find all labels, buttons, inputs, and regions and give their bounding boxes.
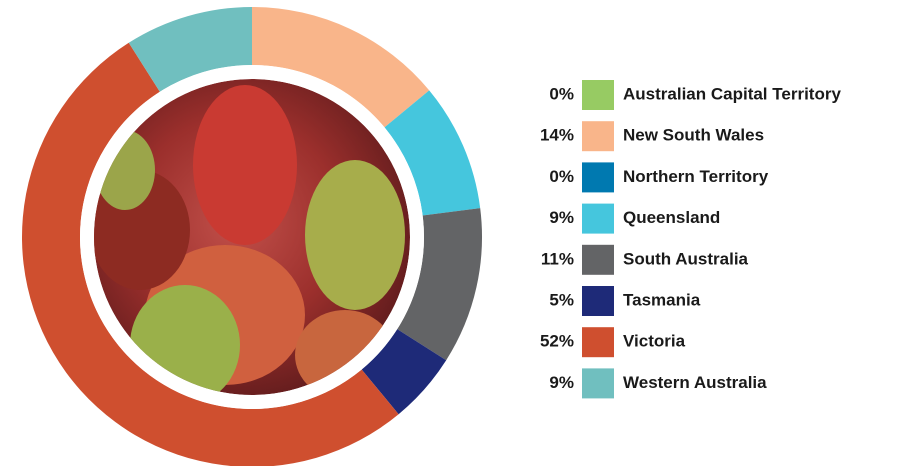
legend-value: 0% [549, 167, 574, 186]
donut-slice [361, 329, 447, 415]
legend-swatch [582, 368, 614, 399]
legend-label: Tasmania [623, 290, 701, 309]
donut-slice [384, 90, 481, 216]
legend-label: Northern Territory [623, 167, 769, 186]
legend-label: South Australia [623, 249, 749, 268]
legend-value: 5% [549, 290, 574, 309]
legend-value: 14% [540, 126, 574, 145]
legend-swatch [582, 286, 614, 316]
legend-value: 9% [549, 373, 574, 392]
legend: 0% Australian Capital Territory 14% New Sou… [540, 80, 841, 399]
legend-swatch [582, 244, 614, 275]
donut [22, 7, 482, 466]
legend-value: 9% [549, 208, 574, 227]
legend-label: Australian Capital Territory [623, 84, 841, 103]
legend-swatch [582, 80, 614, 110]
legend-value: 52% [540, 332, 574, 351]
photo [94, 79, 410, 395]
legend-label: Western Australia [623, 373, 767, 392]
donut-slice [22, 42, 399, 466]
legend-label: Victoria [623, 332, 686, 351]
legend-swatch [582, 162, 614, 193]
legend-label: New South Wales [623, 126, 764, 145]
donut-slice [252, 7, 430, 128]
donut-slice [397, 208, 482, 361]
legend-label: Queensland [623, 208, 720, 227]
legend-value: 11% [541, 249, 574, 268]
legend-swatch [582, 121, 614, 152]
donut-slice [128, 7, 252, 92]
legend-value: 0% [549, 84, 574, 103]
legend-swatch [582, 203, 614, 234]
legend-swatch [582, 327, 614, 358]
